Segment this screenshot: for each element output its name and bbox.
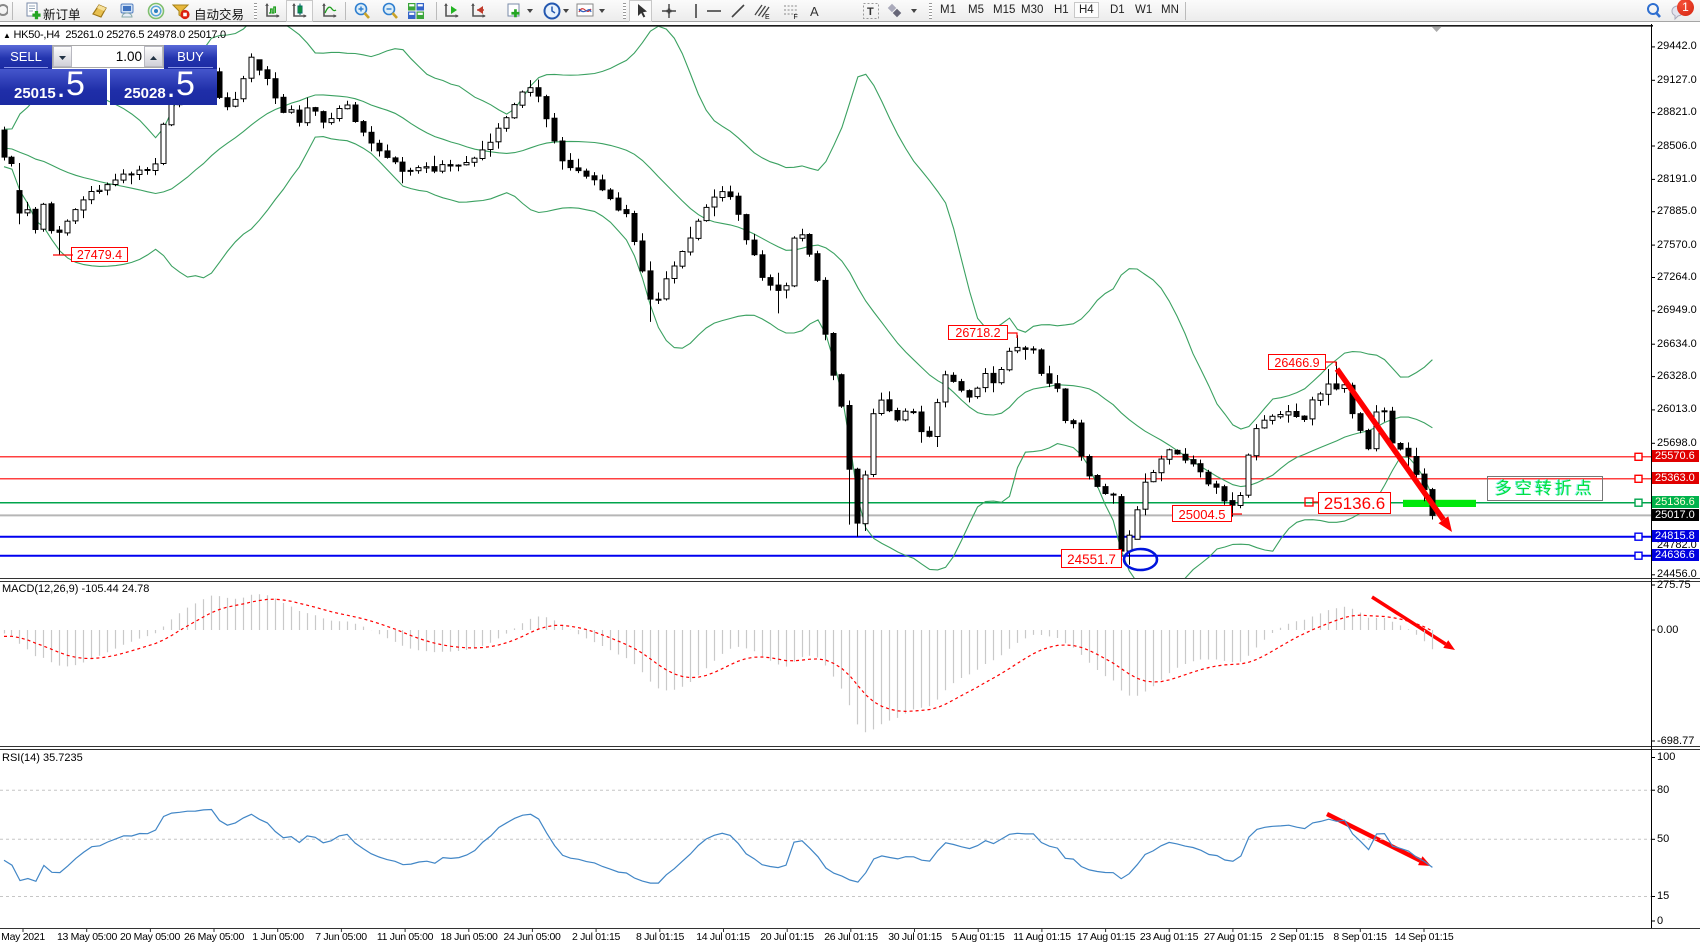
svg-text:E: E [765,14,770,20]
svg-text:T: T [867,6,874,18]
svg-text:F: F [794,14,798,20]
